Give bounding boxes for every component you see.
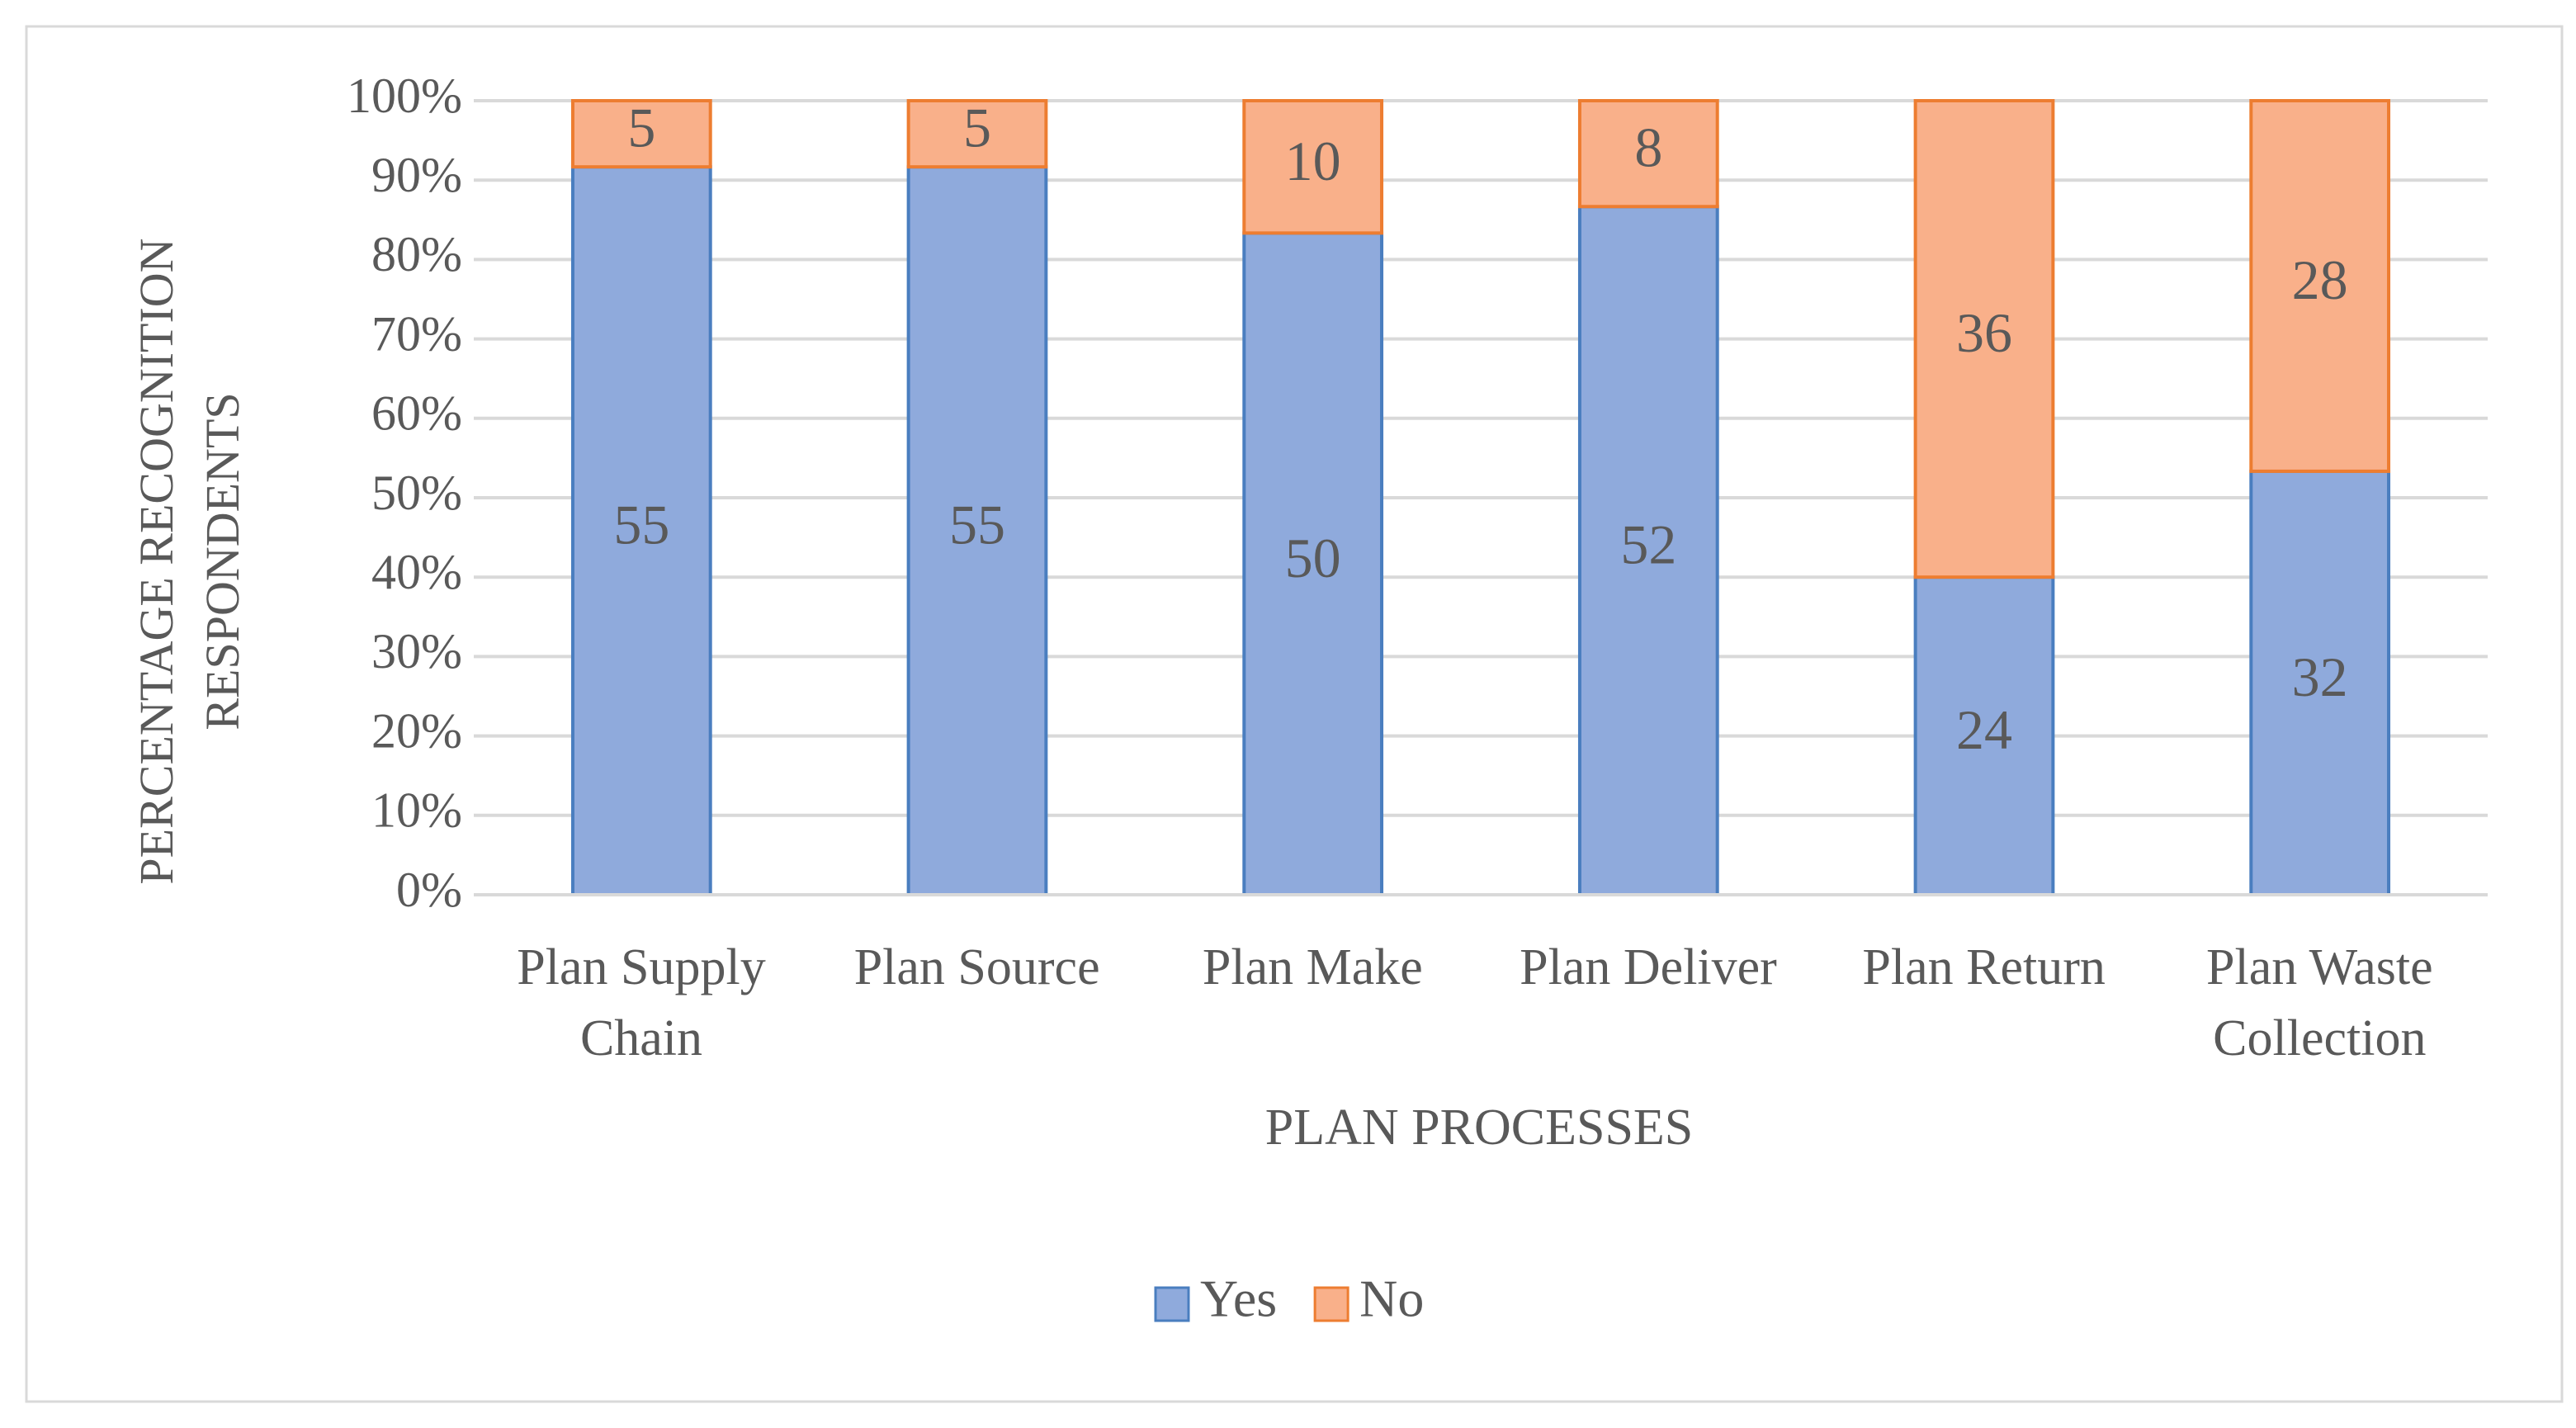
y-tick-label: 50% [371, 466, 462, 520]
bar-segment [570, 165, 712, 896]
x-tick-label: Plan Make [1202, 939, 1423, 995]
legend-swatch [1313, 1286, 1349, 1322]
y-tick-label: 40% [371, 545, 462, 599]
y-tick-label: 0% [396, 863, 462, 917]
data-label: 28 [2292, 248, 2348, 311]
y-tick-label: 80% [371, 227, 462, 281]
legend-label: No [1359, 1270, 1424, 1328]
bar-segment [570, 99, 712, 169]
data-label: 5 [627, 97, 655, 159]
x-tick-label: Plan Deliver [1520, 939, 1777, 995]
bar-segment [2249, 469, 2391, 896]
x-tick-label: Plan Return [1862, 939, 2106, 995]
bar-segment [1242, 99, 1384, 235]
y-tick-label: 60% [371, 386, 462, 441]
data-label: 36 [1956, 301, 2012, 364]
bar-segment [906, 99, 1048, 169]
y-tick-label: 20% [371, 703, 462, 758]
data-label: 10 [1285, 130, 1341, 192]
x-axis-title: PLAN PROCESSES [1265, 1099, 1694, 1156]
legend-label: Yes [1200, 1270, 1277, 1328]
bar-segment [1577, 99, 1719, 209]
y-tick-label: 10% [371, 783, 462, 838]
data-label: 8 [1634, 116, 1662, 179]
bar-segment [1577, 205, 1719, 896]
x-tick-label: Plan Supply Chain [517, 939, 766, 1066]
data-label: 52 [1620, 513, 1676, 576]
data-label: 55 [949, 494, 1005, 556]
bar-segment [2249, 99, 2391, 473]
y-tick-label: 100% [347, 69, 462, 123]
y-axis-title: PERCENTAGE RECOGNITION RESPONDENTS [130, 238, 249, 885]
bar-segment [1913, 99, 2055, 579]
data-label: 5 [963, 97, 991, 159]
y-tick-label: 30% [371, 624, 462, 679]
data-label: 32 [2292, 645, 2348, 708]
data-label: 50 [1285, 527, 1341, 589]
bar-segment [1913, 575, 2055, 896]
legend-swatch [1154, 1286, 1190, 1322]
y-tick-label: 70% [371, 306, 462, 361]
x-tick-label: Plan Source [853, 939, 1100, 995]
data-label: 55 [613, 494, 669, 556]
bar-segment [906, 165, 1048, 896]
y-tick-label: 90% [371, 148, 462, 202]
data-label: 24 [1956, 698, 2012, 761]
x-tick-label: Plan Waste Collection [2206, 939, 2433, 1066]
